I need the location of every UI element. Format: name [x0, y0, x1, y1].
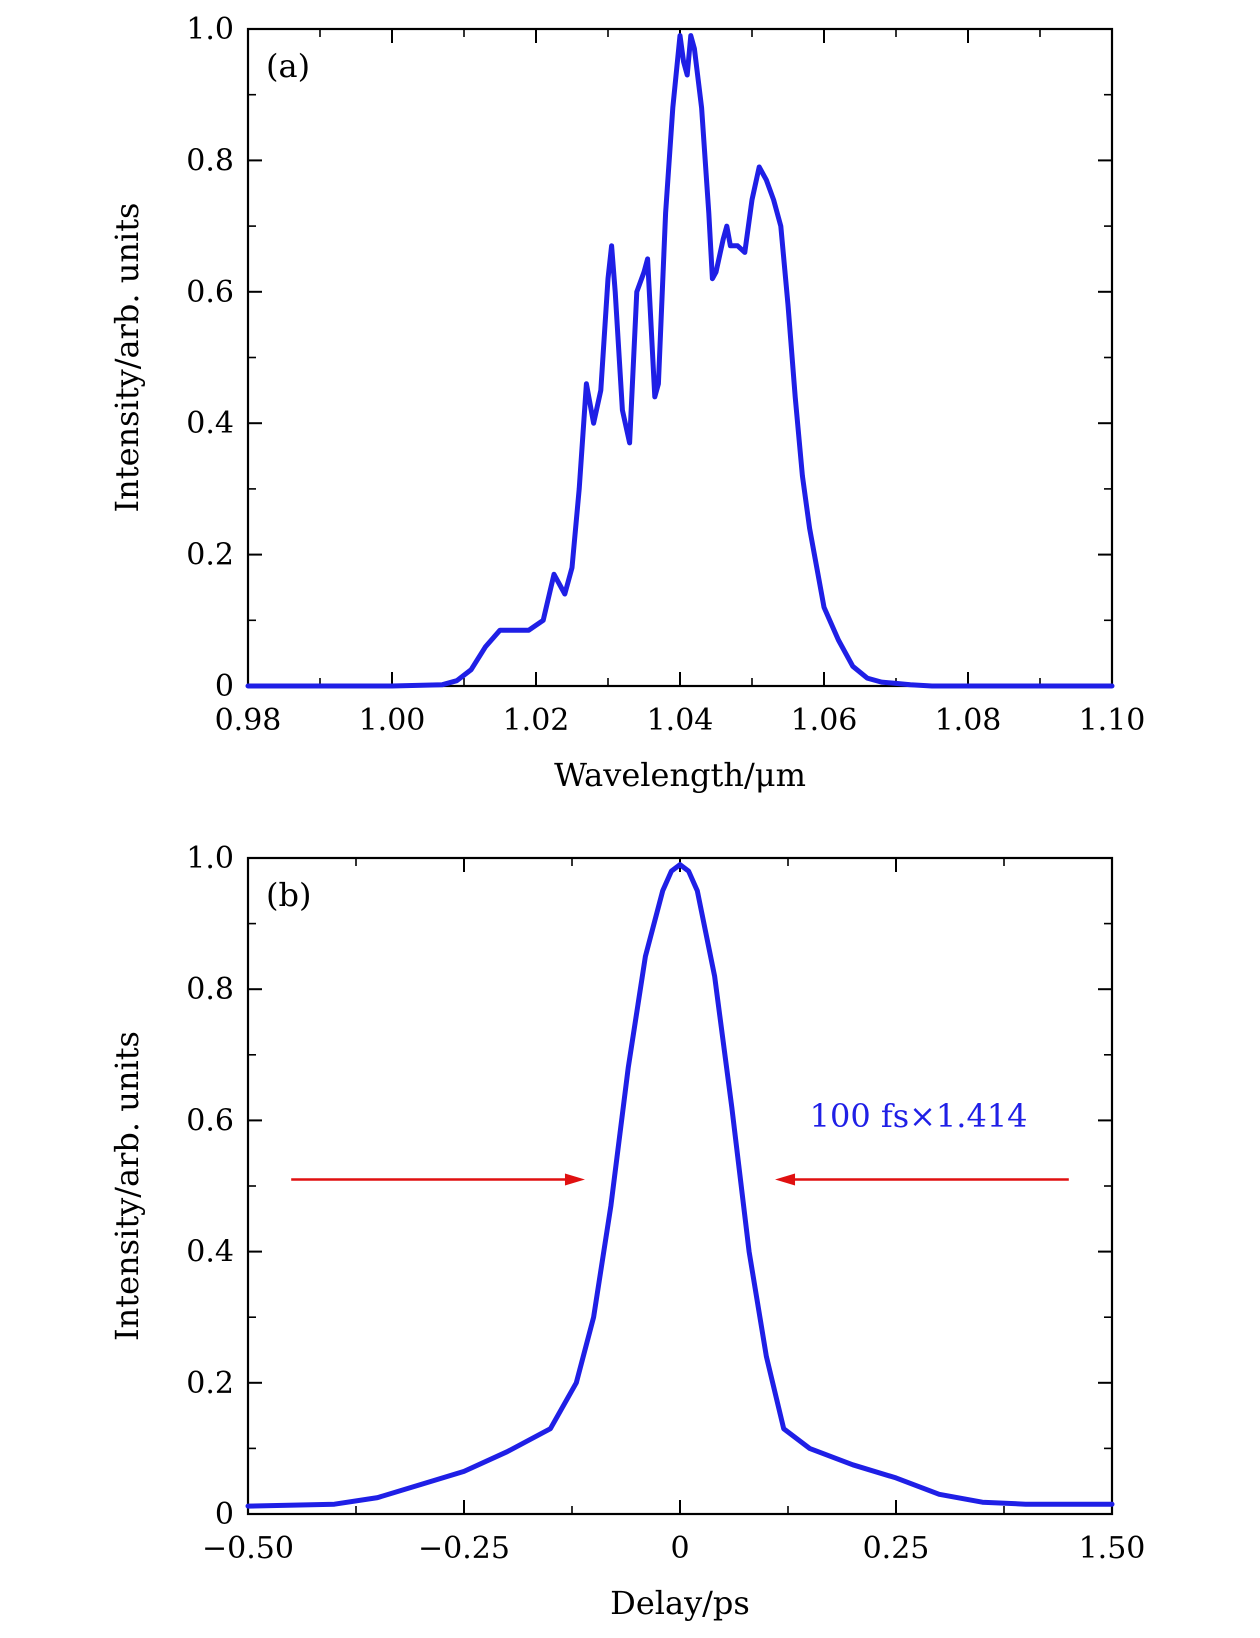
x-tick-label: 0	[670, 1531, 689, 1566]
y-tick-label: 0.2	[186, 538, 234, 573]
fwhm-annotation: 100 fs×1.414	[810, 1097, 1028, 1135]
fwhm-arrow-head	[775, 1173, 796, 1186]
x-tick-label: 1.00	[359, 703, 426, 738]
x-tick-label: 1.10	[1079, 703, 1146, 738]
x-tick-label: −0.50	[202, 1531, 294, 1566]
plot-frame	[246, 27, 1114, 688]
x-tick-label: 1.50	[1079, 1531, 1146, 1566]
panel-a: 0 0.2 0.4 0.6 0.8 1.0 0.98 1.00 1.02 1.04 1.06 1.08…	[108, 12, 1145, 794]
panel-label: (b)	[266, 876, 311, 914]
y-tick-label: 0.4	[186, 406, 234, 441]
y-tick-label: 0.8	[186, 143, 234, 178]
y-tick-label: 0.2	[186, 1366, 234, 1401]
panel-label: (a)	[266, 47, 310, 85]
y-tick-label: 1.0	[186, 841, 234, 876]
x-tick-label: 1.04	[647, 703, 714, 738]
y-tick-label: 0.6	[186, 275, 234, 310]
x-axis-title: Wavelength/μm	[554, 756, 806, 794]
y-tick-label: 0.8	[186, 972, 234, 1007]
x-tick-label: 1.08	[935, 703, 1002, 738]
x-tick-label: −0.25	[418, 1531, 510, 1566]
y-tick-label: 0	[215, 1497, 234, 1532]
series-line	[245, 862, 1115, 1509]
y-axis-title: Intensity/arb. units	[108, 203, 146, 513]
y-tick-label: 0.4	[186, 1235, 234, 1270]
y-tick-label: 0	[215, 669, 234, 704]
x-tick-label: 0.98	[215, 703, 282, 738]
panel-b: 0 0.2 0.4 0.6 0.8 1.0 −0.50 −0.25 0 0.25 1.50 Delay…	[108, 841, 1145, 1622]
y-tick-label: 0.6	[186, 1103, 234, 1138]
y-tick-label: 1.0	[186, 12, 234, 47]
y-axis-title: Intensity/arb. units	[108, 1031, 146, 1341]
x-tick-label: 1.02	[503, 703, 570, 738]
x-tick-label: 1.06	[791, 703, 858, 738]
fwhm-arrow-head	[564, 1173, 585, 1186]
series-line	[245, 33, 1115, 689]
plot-frame	[246, 856, 1114, 1516]
x-tick-label: 0.25	[863, 1531, 930, 1566]
x-axis-title: Delay/ps	[610, 1584, 750, 1622]
